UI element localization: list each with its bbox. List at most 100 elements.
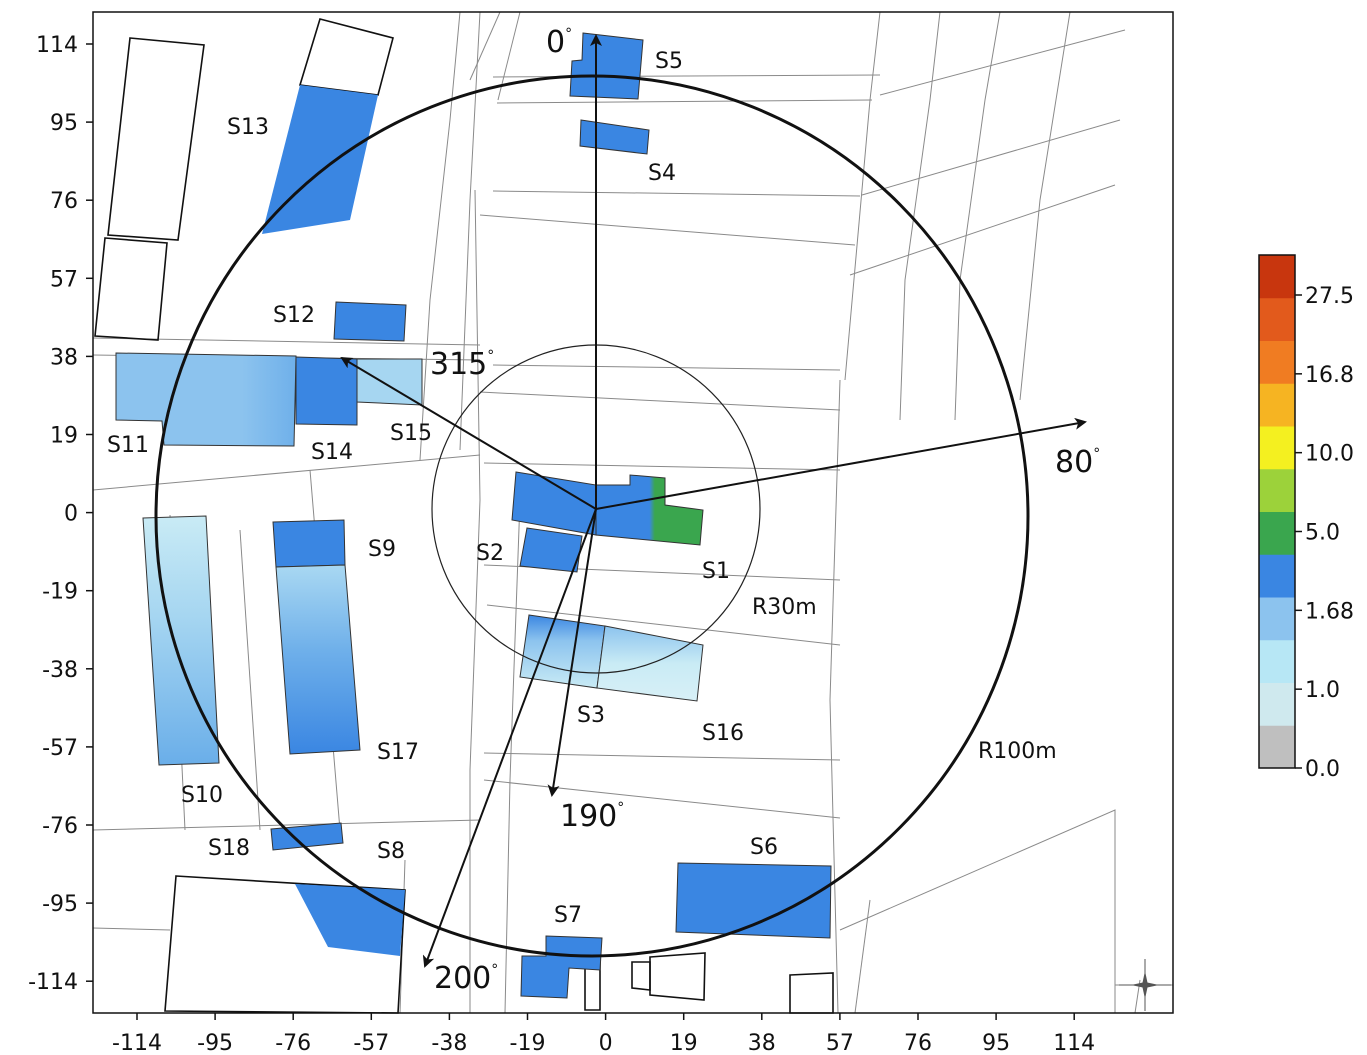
y-tick-label: -38 <box>42 658 78 683</box>
building-label-S14: S14 <box>311 440 353 465</box>
building-outlines <box>94 18 834 1014</box>
colorbar-segment <box>1259 468 1295 512</box>
building-label-S11: S11 <box>107 433 149 458</box>
building-label-S1: S1 <box>702 559 730 584</box>
x-tick-label: -114 <box>112 1031 162 1055</box>
colorbar-label: 1.68 <box>1305 599 1354 624</box>
y-tick-label: 0 <box>64 502 78 527</box>
radius-circle-100m <box>154 74 1030 958</box>
y-tick-label: -95 <box>42 892 78 917</box>
colorbar-segment <box>1259 255 1295 299</box>
building-label-S6: S6 <box>750 835 778 860</box>
building-S2 <box>519 527 583 573</box>
direction-labels: 0° 80° 190° 200° 315° <box>430 25 1100 996</box>
x-tick-label: 76 <box>904 1031 932 1055</box>
radius-label-30m: R30m <box>752 595 817 620</box>
building-S5 <box>569 32 644 100</box>
building-S8 <box>295 884 405 956</box>
y-tick-label: 95 <box>50 111 78 136</box>
x-tick-label: -19 <box>510 1031 546 1055</box>
building-S9 <box>272 519 346 568</box>
building-S11 <box>115 352 297 447</box>
compass-rose-icon <box>1119 959 1171 1011</box>
colorbar-label: 16.8 <box>1305 363 1354 388</box>
y-tick-label: -114 <box>28 970 78 995</box>
x-tick-label: 95 <box>982 1031 1010 1055</box>
y-axis: 114 95 76 57 38 19 0 -19 -38 -57 -76 -95 -114 <box>28 33 93 995</box>
building-label-S7: S7 <box>554 903 582 928</box>
building-label-S8: S8 <box>377 839 405 864</box>
y-tick-label: 114 <box>36 33 78 58</box>
building-label-S5: S5 <box>655 49 683 74</box>
arrow-190 <box>547 508 597 797</box>
building-label-S17: S17 <box>377 740 419 765</box>
x-tick-label: 57 <box>826 1031 854 1055</box>
building-label-S2: S2 <box>476 541 504 566</box>
colorbar-segment <box>1259 597 1295 641</box>
x-tick-label: -57 <box>353 1031 389 1055</box>
building-label-S12: S12 <box>273 303 315 328</box>
y-tick-label: 38 <box>50 345 78 370</box>
colorbar-segment <box>1259 511 1295 555</box>
colorbar: 27.5 16.8 10.0 5.0 1.68 1.0 0.0 <box>1258 254 1354 782</box>
colorbar-segment <box>1259 639 1295 683</box>
building-label-S9: S9 <box>368 537 396 562</box>
building-label-S4: S4 <box>648 161 676 186</box>
building-label-S15: S15 <box>390 421 432 446</box>
colorbar-segment <box>1259 554 1295 598</box>
building-label-S16: S16 <box>702 721 744 746</box>
building-S12 <box>333 301 407 342</box>
x-tick-label: 19 <box>670 1031 698 1055</box>
building-S1 <box>595 474 704 546</box>
radius-label-100m: R100m <box>978 739 1057 764</box>
colorbar-label: 27.5 <box>1305 284 1354 309</box>
arrow-200 <box>422 508 597 968</box>
colorbar-segment <box>1259 682 1295 726</box>
colorbar-segment <box>1259 297 1295 341</box>
colorbar-segment <box>1259 340 1295 384</box>
direction-label-200: 200° <box>434 961 498 996</box>
building-label-S18: S18 <box>208 836 250 861</box>
colorbar-segment <box>1259 426 1295 470</box>
x-tick-label: -95 <box>197 1031 233 1055</box>
x-tick-label: -38 <box>431 1031 467 1055</box>
building-label-S3: S3 <box>577 703 605 728</box>
colorbar-segment <box>1259 725 1295 769</box>
colorbar-frame <box>1258 254 1296 769</box>
colorbar-label: 1.0 <box>1305 678 1340 703</box>
direction-label-0: 0° <box>546 25 572 60</box>
direction-arrows <box>340 34 1087 968</box>
y-tick-label: -19 <box>42 580 78 605</box>
building-S14 <box>295 356 358 426</box>
x-tick-label: 114 <box>1053 1031 1095 1055</box>
colorbar-label: 5.0 <box>1305 521 1340 546</box>
colorbar-label: 0.0 <box>1305 757 1340 782</box>
arrow-315 <box>340 356 597 510</box>
x-tick-label: 0 <box>599 1031 613 1055</box>
arrow-80 <box>595 417 1087 510</box>
direction-label-80: 80° <box>1055 445 1100 480</box>
building-S4 <box>579 119 650 155</box>
building-label-S13: S13 <box>227 115 269 140</box>
building-S6 <box>675 862 832 939</box>
y-tick-label: 57 <box>50 267 78 292</box>
building-S1b <box>511 471 597 536</box>
direction-label-315: 315° <box>430 347 494 382</box>
building-label-S10: S10 <box>181 783 223 808</box>
y-tick-label: -76 <box>42 814 78 839</box>
building-S10 <box>142 515 220 766</box>
direction-label-190: 190° <box>560 799 624 834</box>
building-S13 <box>262 85 378 234</box>
building-S18 <box>270 822 344 851</box>
x-tick-label: 38 <box>748 1031 776 1055</box>
y-tick-label: 76 <box>50 189 78 214</box>
building-S7 <box>520 935 603 999</box>
building-S17 <box>275 564 361 755</box>
building-S15 <box>356 358 423 406</box>
y-tick-label: 19 <box>50 424 78 449</box>
colorbar-segment <box>1259 383 1295 427</box>
y-tick-label: -57 <box>42 736 78 761</box>
x-axis: -114 -95 -76 -57 -38 -19 0 19 38 57 76 95 114 <box>112 1013 1095 1055</box>
building-labels: S1 S2 S3 S4 S5 S6 S7 S8 S9 S10 S11 S12 S… <box>107 49 778 928</box>
